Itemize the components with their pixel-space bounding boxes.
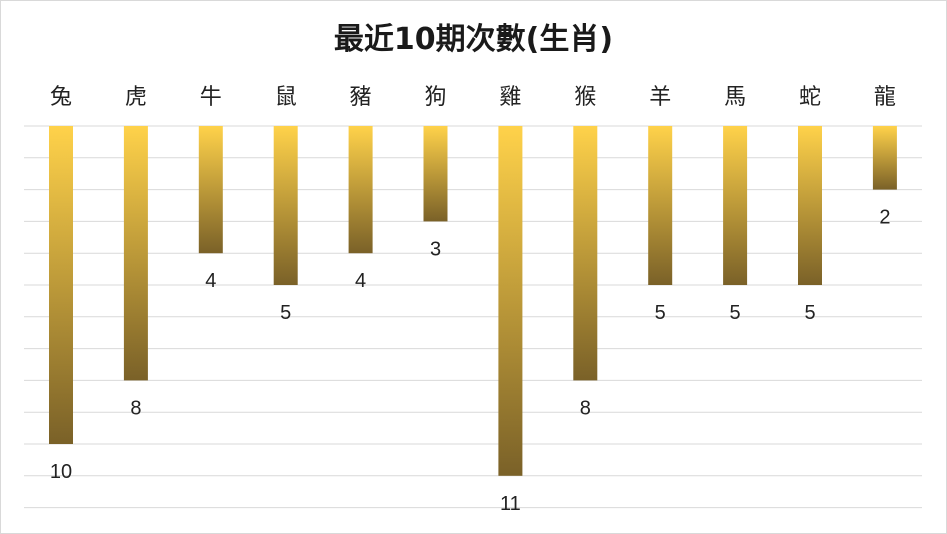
category-label: 豬 — [350, 85, 372, 110]
data-label: 5 — [730, 302, 741, 324]
category-label: 羊 — [649, 85, 671, 110]
category-label: 虎 — [125, 85, 147, 110]
category-label: 牛 — [200, 85, 222, 110]
category-label: 狗 — [424, 85, 446, 110]
data-label: 4 — [205, 270, 216, 292]
data-labels: 10 8 4 5 4 3 11 8 5 5 5 2 — [50, 207, 891, 515]
data-label: 5 — [280, 302, 291, 324]
data-label: 11 — [500, 493, 521, 515]
bar-series — [49, 126, 897, 476]
bar — [723, 126, 748, 285]
category-label: 龍 — [874, 85, 896, 110]
bar — [573, 126, 598, 381]
bar — [648, 126, 673, 285]
category-label: 兔 — [50, 85, 72, 110]
bar — [198, 126, 223, 254]
gridlines — [24, 125, 922, 509]
data-label: 5 — [804, 302, 815, 324]
data-label: 5 — [655, 302, 666, 324]
bar — [872, 126, 897, 190]
bar — [498, 126, 523, 476]
category-labels: 兔虎牛鼠豬狗雞猴羊馬蛇龍 — [50, 85, 896, 110]
data-label: 8 — [130, 397, 141, 419]
category-label: 鼠 — [275, 85, 297, 110]
category-label: 猴 — [574, 85, 596, 110]
category-label: 雞 — [499, 85, 521, 110]
data-label: 2 — [879, 207, 890, 229]
bar — [798, 126, 822, 285]
bar — [348, 126, 373, 254]
bar — [273, 126, 298, 285]
chart-title: 最近10期次數(生肖) — [333, 22, 614, 57]
data-label: 3 — [430, 238, 441, 260]
bar — [49, 126, 73, 444]
bar — [423, 126, 448, 222]
category-label: 蛇 — [799, 85, 821, 110]
data-label: 4 — [355, 270, 366, 292]
data-label: 8 — [580, 397, 591, 419]
bar — [123, 126, 148, 381]
category-label: 馬 — [724, 85, 746, 110]
data-label: 10 — [50, 461, 72, 483]
